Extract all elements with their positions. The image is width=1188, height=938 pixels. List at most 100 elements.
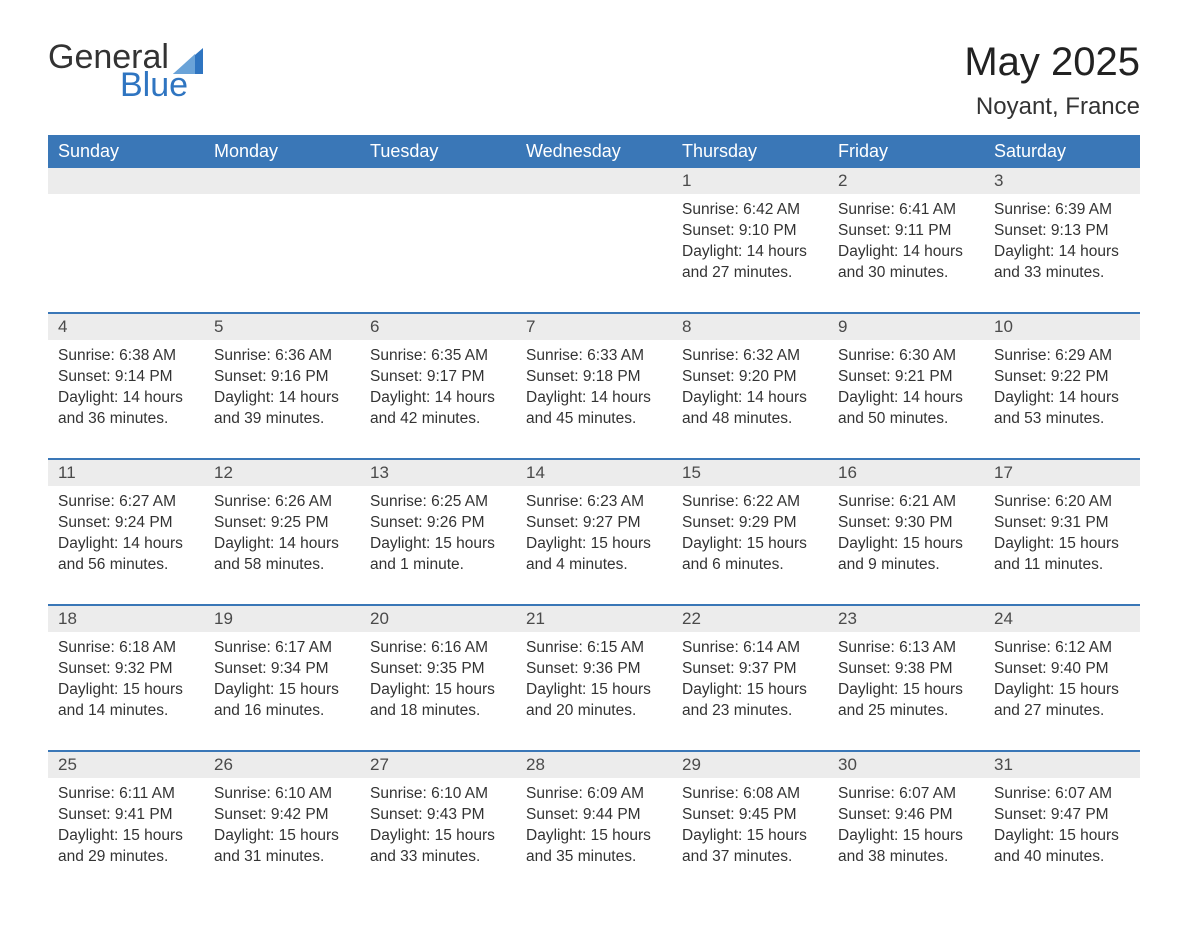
day-cell: Sunrise: 6:41 AMSunset: 9:11 PMDaylight:… (828, 194, 984, 294)
day-number: 5 (204, 314, 360, 340)
daylight-line: Daylight: 15 hours and 14 minutes. (58, 680, 194, 722)
day-cell: Sunrise: 6:23 AMSunset: 9:27 PMDaylight:… (516, 486, 672, 586)
sunset-line: Sunset: 9:24 PM (58, 513, 194, 534)
day-number: 25 (48, 752, 204, 778)
sunrise-line: Sunrise: 6:11 AM (58, 784, 194, 805)
day-number: 10 (984, 314, 1140, 340)
daylight-line: Daylight: 14 hours and 42 minutes. (370, 388, 506, 430)
calendar-week: 25262728293031 Sunrise: 6:11 AM Sunset: 9:… (48, 750, 1140, 878)
daylight-line: Daylight: 15 hours and 27 minutes. (994, 680, 1130, 722)
daylight-line: Daylight: 14 hours and 33 minutes. (994, 242, 1130, 284)
day-cell: Sunrise: 6:07 AMSunset: 9:47 PMDaylight:… (984, 778, 1140, 878)
day-number: 2 (828, 168, 984, 194)
day-cell: Sunrise: 6:14 AMSunset: 9:37 PMDaylight:… (672, 632, 828, 732)
day-cell: Sunrise: 6:27 AMSunset: 9:24 PMDaylight:… (48, 486, 204, 586)
day-number: 4 (48, 314, 204, 340)
sunset-line: Sunset: 9:43 PM (370, 805, 506, 826)
day-number: 14 (516, 460, 672, 486)
day-cell: Sunrise: 6:08 AMSunset: 9:45 PMDaylight:… (672, 778, 828, 878)
day-number: 23 (828, 606, 984, 632)
day-cell (48, 194, 204, 294)
day-cell: Sunrise: 6:26 AMSunset: 9:25 PMDaylight:… (204, 486, 360, 586)
day-number: 21 (516, 606, 672, 632)
sunset-line: Sunset: 9:25 PM (214, 513, 350, 534)
weekday-label: Saturday (984, 135, 1140, 168)
daylight-line: Daylight: 15 hours and 29 minutes. (58, 826, 194, 868)
day-cell: Sunrise: 6:07 AMSunset: 9:46 PMDaylight:… (828, 778, 984, 878)
daylight-line: Daylight: 14 hours and 30 minutes. (838, 242, 974, 284)
sunset-line: Sunset: 9:16 PM (214, 367, 350, 388)
daylight-line: Daylight: 15 hours and 40 minutes. (994, 826, 1130, 868)
sunrise-line: Sunrise: 6:22 AM (682, 492, 818, 513)
sunset-line: Sunset: 9:32 PM (58, 659, 194, 680)
calendar-week: 18192021222324Sunrise: 6:18 AMSunset: 9:… (48, 604, 1140, 732)
day-number: 11 (48, 460, 204, 486)
sunrise-line: Sunrise: 6:33 AM (526, 346, 662, 367)
sunrise-line: Sunrise: 6:23 AM (526, 492, 662, 513)
sunrise-line: Sunrise: 6:17 AM (214, 638, 350, 659)
day-number: 29 (672, 752, 828, 778)
daylight-line: Daylight: 14 hours and 45 minutes. (526, 388, 662, 430)
sunrise-line: Sunrise: 6:32 AM (682, 346, 818, 367)
day-number: 19 (204, 606, 360, 632)
sunset-line: Sunset: 9:13 PM (994, 221, 1130, 242)
sunrise-line: Sunrise: 6:42 AM (682, 200, 818, 221)
daylight-line: Daylight: 15 hours and 37 minutes. (682, 826, 818, 868)
day-cell: Sunrise: 6:36 AMSunset: 9:16 PMDaylight:… (204, 340, 360, 440)
sunrise-line: Sunrise: 6:09 AM (526, 784, 662, 805)
day-number: 13 (360, 460, 516, 486)
weekday-label: Thursday (672, 135, 828, 168)
calendar: SundayMondayTuesdayWednesdayThursdayFrid… (48, 135, 1140, 878)
day-cell: Sunrise: 6:16 AMSunset: 9:35 PMDaylight:… (360, 632, 516, 732)
sunrise-line: Sunrise: 6:20 AM (994, 492, 1130, 513)
day-cell: Sunrise: 6:30 AMSunset: 9:21 PMDaylight:… (828, 340, 984, 440)
day-cell: Sunrise: 6:18 AMSunset: 9:32 PMDaylight:… (48, 632, 204, 732)
day-number: 27 (360, 752, 516, 778)
day-cell: Sunrise: 6:20 AMSunset: 9:31 PMDaylight:… (984, 486, 1140, 586)
sunrise-line: Sunrise: 6:13 AM (838, 638, 974, 659)
day-cell: Sunrise: 6:17 AMSunset: 9:34 PMDaylight:… (204, 632, 360, 732)
day-cell: Sunrise: 6:25 AMSunset: 9:26 PMDaylight:… (360, 486, 516, 586)
day-number (360, 168, 516, 194)
sunset-line: Sunset: 9:46 PM (838, 805, 974, 826)
day-number: 3 (984, 168, 1140, 194)
daylight-line: Daylight: 15 hours and 35 minutes. (526, 826, 662, 868)
daylight-line: Daylight: 15 hours and 20 minutes. (526, 680, 662, 722)
day-number: 15 (672, 460, 828, 486)
sunrise-line: Sunrise: 6:10 AM (214, 784, 350, 805)
daylight-line: Daylight: 15 hours and 23 minutes. (682, 680, 818, 722)
daylight-line: Daylight: 15 hours and 9 minutes. (838, 534, 974, 576)
sunrise-line: Sunrise: 6:27 AM (58, 492, 194, 513)
day-number (48, 168, 204, 194)
weekday-label: Tuesday (360, 135, 516, 168)
sunset-line: Sunset: 9:11 PM (838, 221, 974, 242)
day-cell: Sunrise: 6:10 AMSunset: 9:43 PMDaylight:… (360, 778, 516, 878)
day-cell: Sunrise: 6:12 AMSunset: 9:40 PMDaylight:… (984, 632, 1140, 732)
day-number-row: 25262728293031 (48, 752, 1140, 778)
sunrise-line: Sunrise: 6:15 AM (526, 638, 662, 659)
day-cell: Sunrise: 6:09 AMSunset: 9:44 PMDaylight:… (516, 778, 672, 878)
daylight-line: Daylight: 15 hours and 6 minutes. (682, 534, 818, 576)
day-number: 22 (672, 606, 828, 632)
daylight-line: Daylight: 15 hours and 31 minutes. (214, 826, 350, 868)
day-number: 8 (672, 314, 828, 340)
day-number: 7 (516, 314, 672, 340)
sunrise-line: Sunrise: 6:18 AM (58, 638, 194, 659)
sunrise-line: Sunrise: 6:41 AM (838, 200, 974, 221)
day-number: 26 (204, 752, 360, 778)
day-cell: Sunrise: 6:21 AMSunset: 9:30 PMDaylight:… (828, 486, 984, 586)
day-cell: Sunrise: 6:35 AMSunset: 9:17 PMDaylight:… (360, 340, 516, 440)
weekday-label: Wednesday (516, 135, 672, 168)
daylight-line: Daylight: 14 hours and 39 minutes. (214, 388, 350, 430)
sunrise-line: Sunrise: 6:08 AM (682, 784, 818, 805)
sunrise-line: Sunrise: 6:39 AM (994, 200, 1130, 221)
sunset-line: Sunset: 9:42 PM (214, 805, 350, 826)
daylight-line: Daylight: 15 hours and 18 minutes. (370, 680, 506, 722)
calendar-week: 45678910Sunrise: 6:38 AMSunset: 9:14 PMD… (48, 312, 1140, 440)
day-cell (360, 194, 516, 294)
sunrise-line: Sunrise: 6:29 AM (994, 346, 1130, 367)
day-number: 12 (204, 460, 360, 486)
sunrise-line: Sunrise: 6:36 AM (214, 346, 350, 367)
daylight-line: Daylight: 15 hours and 4 minutes. (526, 534, 662, 576)
day-cell (204, 194, 360, 294)
